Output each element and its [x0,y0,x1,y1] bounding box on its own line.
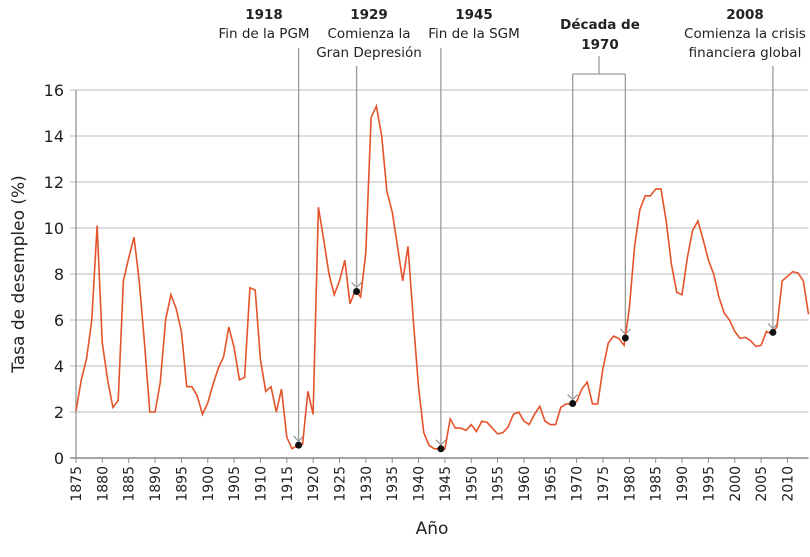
annotation-2008-text-1: Comienza la crisis [684,26,806,42]
x-tick-label: 1925 [333,466,349,502]
annotation-1970s-title-2: 1970 [581,37,619,53]
x-tick-label: 1940 [412,466,428,502]
x-tick-labels: 1875 1880 1885 1890 1895 1900 1905 1910 1915 1920… [69,466,796,502]
x-tick-label: 1950 [464,466,480,502]
x-tick-label: 1885 [122,466,138,502]
annotation-1918-year: 1918 [245,7,283,23]
annotation-dot [621,334,629,342]
x-tick-label: 1900 [201,466,217,502]
annotation-1929-year: 1929 [350,7,388,23]
x-tick-label: 1995 [701,466,717,502]
annotation-2008-year: 2008 [726,7,764,23]
x-tick-label: 1910 [253,466,269,502]
decade-bracket [572,56,626,75]
annotation-dot [353,287,361,295]
x-tick-label: 1960 [517,466,533,502]
arrowhead-icon [567,394,579,401]
annotation-1945-text: Fin de la SGM [428,26,520,42]
x-tick-label: 1945 [438,466,454,502]
unemployment-line [75,103,810,450]
annotation-1918-text: Fin de la PGM [218,26,309,42]
x-tick-label: 1890 [148,466,164,502]
annotation-markers [295,287,777,453]
annotation-lines [293,48,779,447]
x-tick-label: 2005 [754,466,770,502]
y-tick-label: 0 [54,449,64,468]
x-tick-label: 1975 [596,466,612,502]
annotation-1929-text-1: Comienza la [327,26,410,42]
x-tick-label: 1920 [306,466,322,502]
x-tick-label: 1905 [227,466,243,502]
y-tick-label: 10 [44,219,64,238]
annotation-1970s-title-1: Década de [560,17,640,33]
annotation-1929-text-2: Gran Depresión [316,45,422,61]
x-tick-label: 1955 [491,466,507,502]
x-tick-label: 1985 [649,466,665,502]
y-tick-label: 2 [54,403,64,422]
x-tick-label: 1990 [675,466,691,502]
x-axis-title: Año [416,519,449,539]
x-tick-label: 1880 [95,466,111,502]
x-tick-label: 1915 [280,466,296,502]
arrowhead-icon [351,282,363,289]
x-tick-label: 1935 [385,466,401,502]
y-tick-label: 8 [54,265,64,284]
x-tick-label: 1930 [359,466,375,502]
y-tick-label: 12 [44,173,64,192]
y-tick-label: 14 [44,127,64,146]
annotation-dot [295,441,303,449]
annotation-1945-year: 1945 [455,7,493,23]
arrowhead-icon [767,322,779,330]
arrowhead-icon [293,435,305,443]
x-tick-label: 2010 [780,466,796,502]
arrowhead-icon [435,439,447,446]
y-tick-labels: 0 2 4 6 8 10 12 14 16 [44,81,64,468]
x-tick-label: 1875 [69,466,85,502]
y-tick-label: 6 [54,311,64,330]
y-tick-label: 4 [54,357,64,376]
annotation-dot [569,399,577,407]
x-tick-label: 1980 [622,466,638,502]
gridlines [70,89,809,463]
x-tick-label: 2000 [728,466,744,502]
annotation-2008-text-2: financiera global [689,45,802,61]
annotation-dot [769,328,777,336]
y-axis-title: Tasa de desempleo (%) [9,175,29,374]
x-tick-label: 1970 [570,466,586,502]
x-tick-label: 1895 [174,466,190,502]
y-tick-label: 16 [44,81,64,100]
x-tick-label: 1965 [543,466,559,502]
annotation-dot [437,445,445,453]
